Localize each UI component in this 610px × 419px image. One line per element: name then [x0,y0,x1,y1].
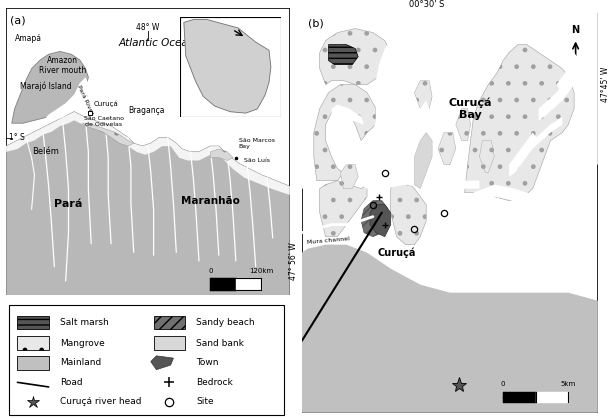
Text: Bedrock: Bedrock [196,378,233,387]
Polygon shape [444,181,479,197]
Polygon shape [6,112,290,195]
Text: 1° S: 1° S [9,133,24,142]
Text: Salt marsh: Salt marsh [60,318,109,327]
Polygon shape [320,181,367,237]
Text: 120km: 120km [249,268,273,274]
Bar [18,316,49,329]
Text: Curuçá
Bay: Curuçá Bay [449,98,492,120]
Polygon shape [340,165,358,189]
Text: Site: Site [196,398,214,406]
Text: Bragança: Bragança [128,106,165,115]
Polygon shape [400,101,429,141]
Text: 47°45' W: 47°45' W [601,67,610,102]
Polygon shape [376,41,396,85]
Text: 48° W: 48° W [136,23,160,32]
Polygon shape [6,112,290,295]
Text: Maranhão: Maranhão [181,196,240,206]
Text: 47° 56' W: 47° 56' W [289,242,298,279]
Polygon shape [302,245,598,413]
Polygon shape [385,165,462,213]
Text: Road: Road [60,378,82,387]
Polygon shape [210,149,233,160]
Text: Amazon
River mouth: Amazon River mouth [39,56,87,75]
Polygon shape [556,52,580,93]
Polygon shape [479,141,494,173]
Text: Curuçá: Curuçá [378,247,416,258]
Text: São Marcos
Bay: São Marcos Bay [239,138,274,149]
Text: 0: 0 [208,268,212,274]
Polygon shape [509,133,539,177]
Bar [154,316,185,329]
Text: Mura channel: Mura channel [307,237,350,246]
Polygon shape [438,133,456,165]
Text: Marajó Island: Marajó Island [20,81,71,91]
Polygon shape [370,204,390,237]
Text: São Luís: São Luís [245,158,270,163]
Bar [18,336,49,350]
Polygon shape [332,105,364,124]
Polygon shape [390,181,426,245]
Polygon shape [465,44,574,201]
Polygon shape [509,213,556,229]
Polygon shape [420,121,435,173]
Text: Sand bank: Sand bank [196,339,244,348]
Polygon shape [426,85,441,124]
Text: Pará River: Pará River [76,85,95,116]
Polygon shape [329,44,358,65]
Bar [154,336,185,350]
Polygon shape [533,116,562,149]
Text: (b): (b) [308,18,324,28]
Polygon shape [361,201,388,237]
Text: Atlantic Ocean: Atlantic Ocean [118,38,195,48]
Polygon shape [46,77,88,120]
Polygon shape [456,109,470,141]
Text: Sandy beach: Sandy beach [196,318,255,327]
Polygon shape [151,356,173,370]
Text: Belém: Belém [32,147,59,156]
Text: Mainland: Mainland [60,358,101,367]
Polygon shape [184,20,271,113]
Text: Pará: Pará [54,199,83,209]
Text: (a): (a) [10,16,26,26]
Polygon shape [12,52,88,123]
Polygon shape [414,133,432,189]
Polygon shape [361,77,390,193]
Text: 5km: 5km [561,381,576,387]
Polygon shape [539,77,574,121]
Polygon shape [473,185,562,221]
Text: Town: Town [196,358,218,367]
Bar [18,356,49,370]
Text: 00°30' S: 00°30' S [409,0,444,8]
Polygon shape [314,85,376,181]
Text: Curuçá river head: Curuçá river head [60,398,142,406]
Text: Curuçá: Curuçá [94,101,119,107]
Polygon shape [83,123,134,146]
Text: São Caetano
de Odivelas: São Caetano de Odivelas [84,116,124,127]
Text: Amapá: Amapá [15,34,41,43]
Polygon shape [302,13,598,204]
Text: 0: 0 [501,381,505,387]
Text: N: N [572,25,580,35]
Polygon shape [414,80,432,109]
Text: Mangrove: Mangrove [60,339,105,348]
Polygon shape [320,28,390,85]
